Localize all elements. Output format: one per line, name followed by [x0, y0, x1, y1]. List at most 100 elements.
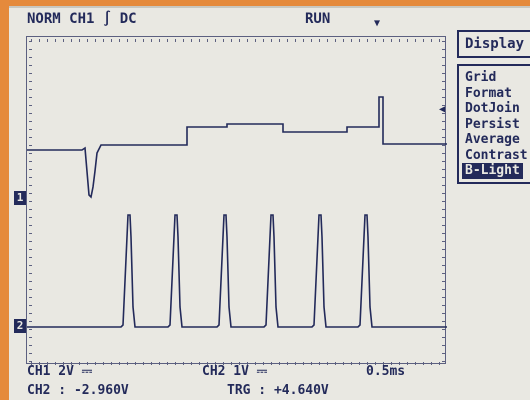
graticule-tick — [29, 65, 32, 66]
graticule-tick — [111, 39, 112, 42]
graticule-tick — [442, 177, 445, 178]
graticule-tick — [311, 39, 312, 42]
ch1-scale-label: CH1 2V ⎓ — [27, 364, 93, 379]
graticule-tick — [29, 209, 32, 210]
graticule-tick — [442, 233, 445, 234]
graticule-tick — [303, 39, 304, 42]
trigger-voltage-readout: TRG : +4.640V — [227, 383, 329, 398]
ch2-scale-label: CH2 1V ⎓ — [202, 364, 268, 379]
graticule-tick — [63, 39, 64, 42]
graticule-tick — [29, 361, 32, 362]
graticule-tick — [383, 362, 384, 365]
graticule-tick — [375, 39, 376, 42]
graticule-tick — [143, 362, 144, 365]
graticule-tick — [29, 241, 32, 242]
graticule-tick — [442, 97, 445, 98]
graticule-tick — [29, 273, 32, 274]
graticule-tick — [207, 39, 208, 42]
graticule-tick — [119, 39, 120, 42]
graticule-tick — [175, 362, 176, 365]
ch2-voltage-readout: CH2 : -2.960V — [27, 383, 129, 398]
menu-item-contrast[interactable]: Contrast — [465, 147, 528, 163]
menu-item-format[interactable]: Format — [465, 85, 512, 101]
graticule-tick — [29, 233, 32, 234]
menu-title-display[interactable]: Display — [457, 30, 530, 58]
graticule-tick — [263, 39, 264, 42]
graticule-tick — [183, 362, 184, 365]
graticule-tick — [407, 39, 408, 42]
ch1-trace — [27, 96, 447, 199]
graticule-tick — [442, 113, 445, 114]
menu-item-grid[interactable]: Grid — [465, 70, 497, 85]
graticule-tick — [271, 39, 272, 42]
graticule-tick — [223, 362, 224, 365]
graticule-tick — [442, 273, 445, 274]
graticule-tick — [442, 73, 445, 74]
graticule-tick — [351, 39, 352, 42]
menu-item-average[interactable]: Average — [465, 132, 520, 147]
graticule-tick — [215, 362, 216, 365]
graticule-tick — [439, 39, 440, 42]
graticule-tick — [319, 39, 320, 42]
graticule-tick — [127, 39, 128, 42]
graticule-tick — [415, 362, 416, 365]
graticule-tick — [271, 362, 272, 365]
graticule-tick — [143, 39, 144, 42]
graticule-tick — [39, 39, 40, 42]
menu-item-backlight[interactable]: B-Light — [462, 163, 523, 179]
graticule-tick — [127, 362, 128, 365]
graticule-tick — [442, 329, 445, 330]
graticule-tick — [442, 153, 445, 154]
graticule-tick — [63, 362, 64, 365]
graticule — [29, 39, 445, 365]
graticule-tick — [135, 39, 136, 42]
graticule-tick — [442, 137, 445, 138]
graticule-tick — [215, 39, 216, 42]
graticule-tick — [29, 217, 32, 218]
graticule-tick — [335, 39, 336, 42]
graticule-tick — [399, 39, 400, 42]
graticule-tick — [442, 49, 445, 50]
graticule-tick — [151, 362, 152, 365]
graticule-tick — [391, 39, 392, 42]
graticule-tick — [327, 39, 328, 42]
graticule-tick — [383, 39, 384, 42]
graticule-tick — [119, 362, 120, 365]
graticule-tick — [199, 362, 200, 365]
graticule-tick — [442, 305, 445, 306]
graticule-tick — [442, 249, 445, 250]
graticule-tick — [442, 169, 445, 170]
graticule-tick — [351, 362, 352, 365]
graticule-tick — [399, 362, 400, 365]
graticule-tick — [442, 129, 445, 130]
graticule-tick — [442, 241, 445, 242]
graticule-tick — [29, 257, 32, 258]
graticule-tick — [151, 39, 152, 42]
ch2-trace — [27, 214, 447, 328]
graticule-tick — [239, 39, 240, 42]
graticule-tick — [343, 362, 344, 365]
graticule-tick — [255, 39, 256, 42]
graticule-tick — [442, 217, 445, 218]
graticule-tick — [31, 39, 32, 42]
graticule-tick — [29, 313, 32, 314]
graticule-tick — [423, 362, 424, 365]
graticule-tick — [231, 362, 232, 365]
graticule-tick — [183, 39, 184, 42]
graticule-tick — [29, 169, 32, 170]
graticule-tick — [343, 39, 344, 42]
graticule-tick — [431, 39, 432, 42]
menu-item-dotjoin[interactable]: DotJoin — [465, 101, 520, 116]
graticule-tick — [159, 362, 160, 365]
graticule-tick — [29, 49, 32, 50]
graticule-tick — [55, 39, 56, 42]
graticule-tick — [295, 362, 296, 365]
graticule-tick — [442, 289, 445, 290]
graticule-tick — [231, 39, 232, 42]
menu-item-persist[interactable]: Persist — [465, 116, 520, 132]
display-menu: Grid Format DotJoin Persist Average Cont… — [457, 64, 530, 184]
graticule-tick — [223, 39, 224, 42]
graticule-tick — [247, 362, 248, 365]
graticule-tick — [29, 161, 32, 162]
graticule-tick — [442, 209, 445, 210]
